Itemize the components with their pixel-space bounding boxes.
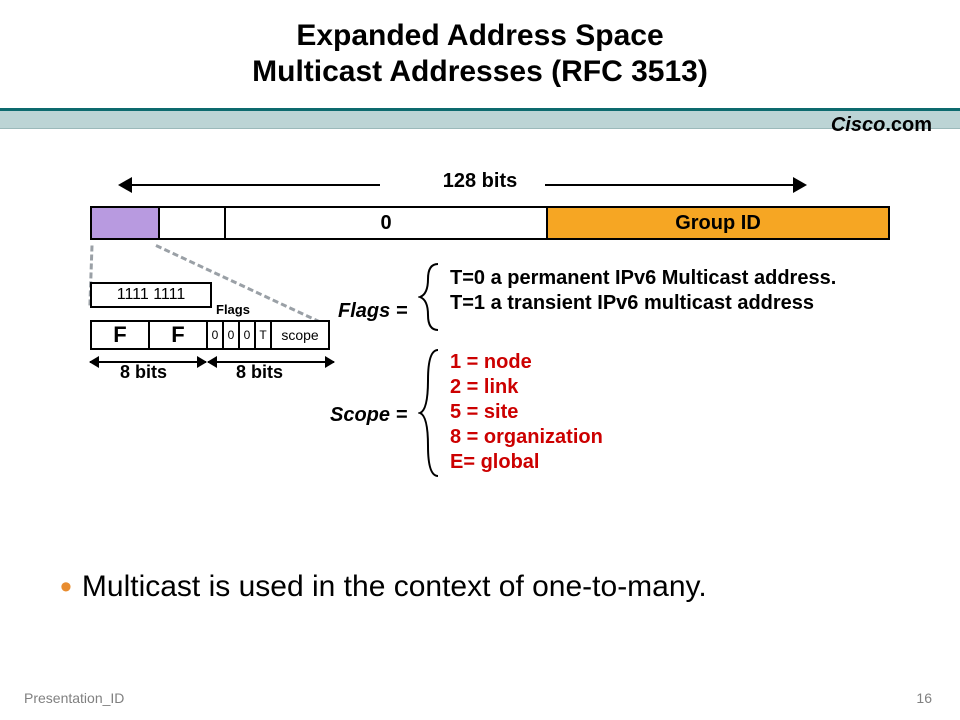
slide-root: Expanded Address Space Multicast Address…	[0, 0, 960, 720]
brand-logo: Cisco.com	[831, 114, 932, 137]
title-line-2: Multicast Addresses (RFC 3513)	[0, 54, 960, 90]
bits128-label: 128 bits	[0, 170, 960, 193]
ff-cell-F1: F	[90, 320, 148, 350]
footer-left: Presentation_ID	[24, 690, 124, 706]
ff-cell-0a: 0	[206, 320, 222, 350]
addr-group-segment: Group ID	[548, 208, 888, 238]
brand-suffix: .com	[885, 114, 932, 136]
bullet-row: • Multicast is used in the context of on…	[60, 570, 900, 604]
ff-cells: F F 0 0 0 T scope	[90, 320, 330, 350]
ff-binary-box: 1111 1111	[90, 282, 212, 308]
address-bar: 0 Group ID	[90, 206, 890, 240]
bits8-label-2: 8 bits	[236, 362, 283, 383]
flags-desc-line2: T=1 a transient IPv6 multicast address	[450, 291, 836, 316]
arrow-head-right-icon	[325, 356, 335, 368]
scope-item-1: 1 = node	[450, 350, 603, 375]
arrow-line	[120, 184, 380, 186]
title-line-1: Expanded Address Space	[0, 18, 960, 54]
rule-band: Cisco.com	[0, 111, 960, 129]
addr-zero-segment: 0	[224, 208, 548, 238]
scope-list: 1 = node 2 = link 5 = site 8 = organizat…	[450, 350, 603, 475]
footer-page-number: 16	[916, 690, 932, 706]
arrow-head-right-icon	[793, 177, 807, 193]
brace-flags-icon	[418, 262, 448, 332]
flags-description: T=0 a permanent IPv6 Multicast address. …	[450, 266, 836, 316]
title-rule: Cisco.com	[0, 108, 960, 129]
ff-cell-scope: scope	[270, 320, 330, 350]
ff-cell-T: T	[254, 320, 270, 350]
scope-item-2: 2 = link	[450, 375, 603, 400]
scope-item-5: E= global	[450, 450, 603, 475]
ff-cell-0c: 0	[238, 320, 254, 350]
ff-cell-F2: F	[148, 320, 206, 350]
ff-cell-0b: 0	[222, 320, 238, 350]
scope-eq-label: Scope =	[330, 404, 407, 427]
flags-desc-line1: T=0 a permanent IPv6 Multicast address.	[450, 266, 836, 291]
slide-title: Expanded Address Space Multicast Address…	[0, 0, 960, 90]
scope-item-3: 5 = site	[450, 400, 603, 425]
flags-eq-label: Flags =	[338, 300, 407, 323]
bits8-label-1: 8 bits	[120, 362, 167, 383]
brace-scope-icon	[418, 348, 448, 478]
brand-name: Cisco	[831, 114, 885, 136]
addr-gap-segment	[160, 208, 224, 238]
scope-item-4: 8 = organization	[450, 425, 603, 450]
bullet-dot-icon: •	[60, 570, 72, 604]
ff-flags-label: Flags	[216, 302, 250, 317]
addr-prefix-segment	[92, 208, 160, 238]
bullet-text: Multicast is used in the context of one-…	[82, 570, 707, 604]
arrow-head-right-icon	[197, 356, 207, 368]
arrow-line	[545, 184, 805, 186]
